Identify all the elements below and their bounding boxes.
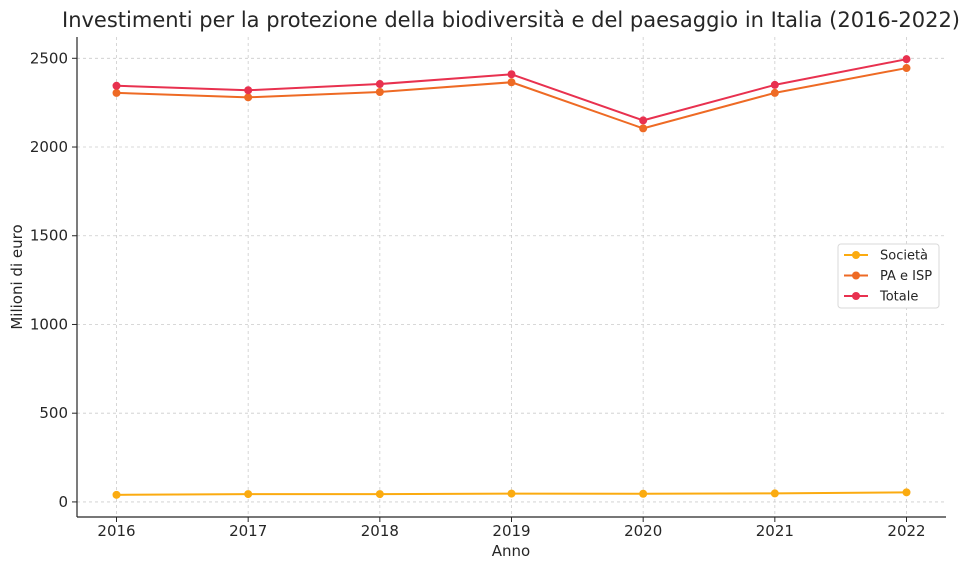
legend-swatch-marker [852, 292, 860, 300]
legend-box [837, 243, 940, 309]
x-tick-label: 2017 [229, 522, 267, 540]
data-point [639, 124, 648, 133]
data-point [770, 489, 779, 498]
legend-item: Totale [844, 290, 918, 305]
x-tick-label: 2018 [361, 522, 399, 540]
data-point [507, 70, 516, 79]
data-point [507, 489, 516, 498]
data-point [639, 116, 648, 125]
data-point [902, 488, 911, 497]
y-tick-label: 2000 [30, 138, 68, 156]
legend-item: Società [844, 249, 928, 264]
data-point [902, 64, 911, 73]
x-tick-label: 2020 [624, 522, 662, 540]
data-point [507, 78, 516, 87]
x-tick-label: 2021 [756, 522, 794, 540]
data-point [375, 80, 384, 89]
data-point [902, 55, 911, 64]
x-tick-label: 2016 [97, 522, 135, 540]
y-axis-label: Milioni di euro [8, 224, 26, 329]
legend-label: Società [880, 249, 928, 264]
x-tick-label: 2019 [492, 522, 530, 540]
data-point [112, 81, 121, 90]
legend-swatch-marker [852, 251, 860, 259]
data-point [770, 80, 779, 89]
data-point [244, 93, 253, 102]
x-tick-label: 2022 [887, 522, 925, 540]
legend-label: PA e ISP [880, 269, 932, 284]
series-2 [112, 64, 911, 133]
data-point [244, 490, 253, 499]
series-3 [112, 55, 911, 125]
chart-title: Investimenti per la protezione della bio… [62, 8, 960, 32]
series [112, 55, 911, 499]
y-tick-label: 500 [39, 404, 68, 422]
grid [77, 37, 946, 517]
series-1 [112, 488, 911, 499]
data-point [639, 489, 648, 498]
y-tick-label: 1000 [30, 315, 68, 333]
ticks: 2016 2017 2018 2019 2020 2021 2022 0 500 1000 1500… [30, 49, 926, 540]
y-tick-label: 1500 [30, 227, 68, 245]
y-tick-label: 2500 [30, 49, 68, 67]
data-point [112, 490, 121, 499]
legend-swatch-marker [852, 271, 860, 280]
y-tick-label: 0 [58, 493, 68, 511]
data-point [375, 490, 384, 499]
legend-label: Totale [879, 290, 918, 305]
data-point [112, 88, 121, 97]
data-point [770, 88, 779, 97]
x-axis-label: Anno [492, 542, 530, 560]
legend: Società PA e ISP Totale [837, 243, 940, 309]
data-point [244, 86, 253, 95]
legend-item: PA e ISP [844, 269, 932, 284]
data-point [375, 88, 384, 97]
